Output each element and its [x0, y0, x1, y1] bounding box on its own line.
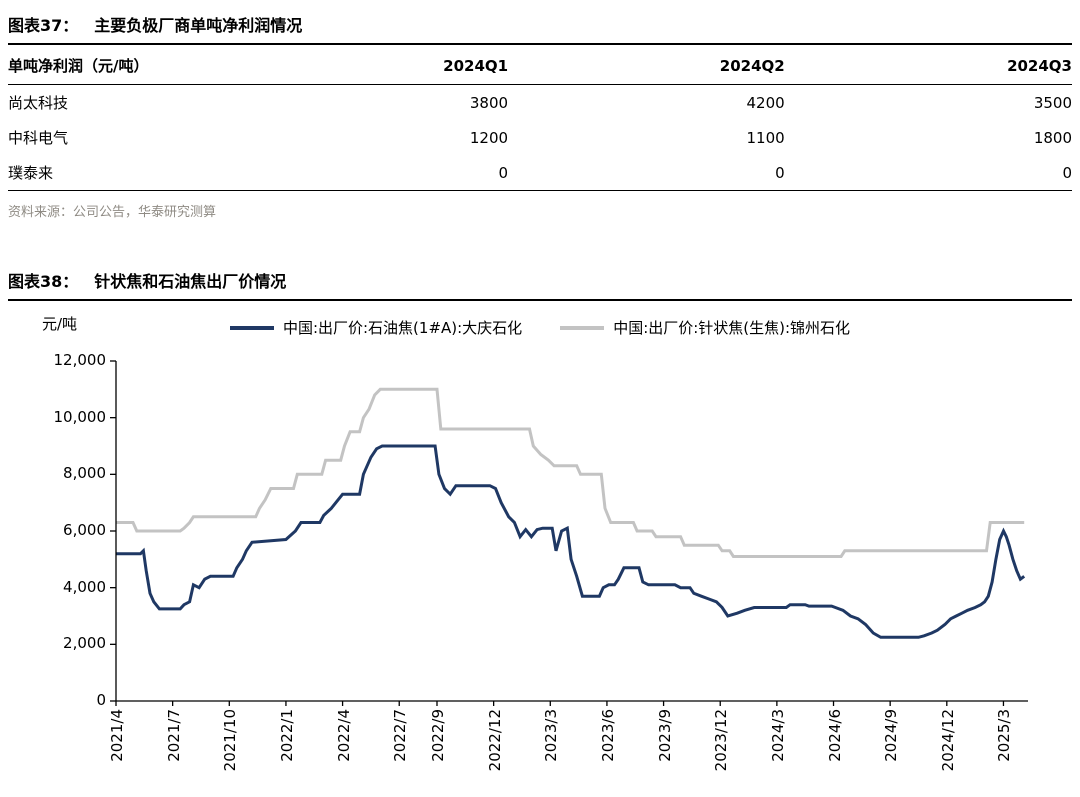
- y-tick-label: 10,000: [53, 407, 107, 426]
- x-tick-label: 2024/6: [825, 709, 844, 762]
- table-cell-value: 3500: [1033, 93, 1072, 112]
- x-tick-label: 2022/7: [391, 709, 410, 762]
- table-row: 璞泰来 0 0 0: [8, 155, 1072, 191]
- x-tick-label: 2022/4: [334, 709, 353, 762]
- x-tick-label: 2023/9: [655, 709, 674, 762]
- price-chart-canvas: [110, 360, 1028, 706]
- table-header-row: 单吨净利润（元/吨） 2024Q1 2024Q2 2024Q3: [8, 45, 1072, 85]
- table-cell-value: 1100: [746, 128, 785, 147]
- price-chart: 元/吨 中国:出厂价:石油焦(1#A):大庆石化 中国:出厂价:针状焦(生焦):…: [8, 301, 1072, 797]
- table-cell-value: 1800: [1033, 128, 1072, 147]
- x-tick-label: 2024/12: [938, 709, 957, 772]
- table-row: 中科电气 1200 1100 1800: [8, 120, 1072, 155]
- table-cell-value: 3800: [469, 93, 509, 112]
- needle-coke-line: [116, 387, 1025, 558]
- figure-37: 图表37： 主要负极厂商单吨净利润情况 单吨净利润（元/吨） 2024Q1 202…: [8, 10, 1072, 220]
- table-row: 尚太科技 3800 4200 3500: [8, 85, 1072, 121]
- x-tick-label: 2021/7: [164, 709, 183, 762]
- figure-37-label: 图表37：: [8, 16, 79, 35]
- y-tick-label: 6,000: [63, 521, 106, 539]
- y-tick-label: 12,000: [53, 351, 107, 369]
- y-tick-label: 0: [96, 691, 106, 709]
- table-cell-value: 4200: [746, 93, 785, 112]
- x-tick-label: 2022/9: [428, 709, 447, 762]
- net-profit-table: 单吨净利润（元/吨） 2024Q1 2024Q2 2024Q3 尚太科技 380…: [8, 45, 1072, 191]
- petroleum-coke-line-swatch-icon: [229, 325, 274, 330]
- figure-38-title: 图表38： 针状焦和石油焦出厂价情况: [8, 266, 1072, 301]
- row-label: 尚太科技: [8, 94, 69, 112]
- chart-legend: 中国:出厂价:石油焦(1#A):大庆石化 中国:出厂价:针状焦(生焦):锦州石化: [8, 317, 1072, 338]
- table-cell-value: 1200: [469, 128, 509, 147]
- figure-37-title: 图表37： 主要负极厂商单吨净利润情况: [8, 10, 1072, 45]
- column-header-metric: 单吨净利润（元/吨）: [8, 45, 370, 85]
- x-tick-label: 2021/10: [221, 709, 240, 772]
- x-tick-label: 2024/3: [768, 709, 787, 762]
- column-header-2024q3: 2024Q3: [784, 45, 1072, 85]
- table-cell-value: 0: [508, 155, 785, 191]
- x-tick-label: 2022/12: [485, 709, 504, 772]
- x-tick-label: 2021/4: [108, 709, 126, 762]
- column-header-2024q2: 2024Q2: [508, 45, 785, 85]
- y-tick-label: 8,000: [63, 464, 106, 483]
- figure-38-title-text: 针状焦和石油焦出厂价情况: [94, 272, 287, 291]
- petroleum-coke-line: [116, 444, 1026, 639]
- figure-37-source: 资料来源：公司公告，华泰研究测算: [8, 205, 217, 220]
- row-label: 中科电气: [8, 129, 69, 147]
- figure-37-title-text: 主要负极厂商单吨净利润情况: [94, 16, 303, 35]
- legend-label: 中国:出厂价:石油焦(1#A):大庆石化: [282, 319, 523, 337]
- legend-item-needle-coke: 中国:出厂价:针状焦(生焦):锦州石化: [560, 317, 850, 338]
- x-tick-label: 2022/1: [277, 709, 296, 762]
- x-tick-label: 2025/3: [995, 709, 1014, 762]
- y-tick-label: 4,000: [63, 577, 106, 596]
- figure-38-label: 图表38：: [8, 272, 79, 291]
- row-label: 璞泰来: [8, 155, 370, 191]
- x-tick-label: 2023/6: [598, 709, 617, 762]
- x-tick-label: 2024/9: [882, 709, 901, 762]
- x-tick-label: 2023/12: [712, 709, 731, 772]
- table-cell-value: 0: [784, 155, 1072, 191]
- figure-38: 图表38： 针状焦和石油焦出厂价情况 元/吨 中国:出厂价:石油焦(1#A):大庆…: [8, 266, 1072, 797]
- table-cell-value: 0: [369, 155, 509, 191]
- needle-coke-line-swatch-icon: [560, 325, 605, 330]
- legend-label: 中国:出厂价:针状焦(生焦):锦州石化: [613, 319, 851, 337]
- y-axis-unit-label: 元/吨: [42, 315, 78, 333]
- x-tick-label: 2023/3: [542, 709, 561, 762]
- y-tick-label: 2,000: [63, 634, 106, 653]
- legend-item-petroleum-coke: 中国:出厂价:石油焦(1#A):大庆石化: [229, 317, 523, 338]
- column-header-2024q1: 2024Q1: [369, 45, 509, 85]
